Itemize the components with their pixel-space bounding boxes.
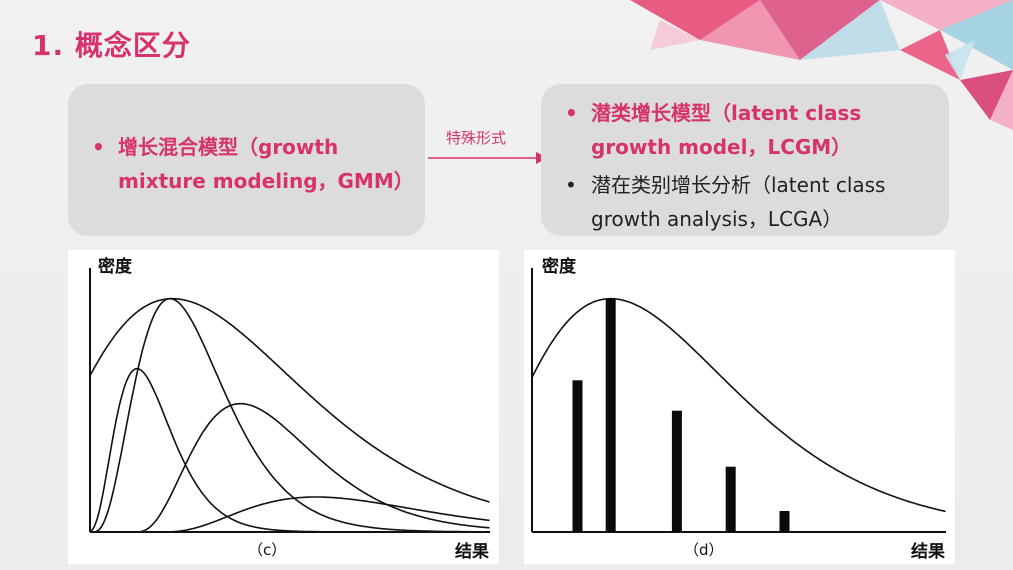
- bullet-lcgm: • 潜类增长模型（latent class growth model，LCGM）: [565, 96, 939, 164]
- y-axis-label: 密度: [542, 257, 576, 277]
- y-axis-label: 密度: [98, 257, 132, 277]
- component-curve-1: [89, 367, 490, 533]
- bar-5: [779, 511, 790, 532]
- x-axis-label: 结果: [911, 542, 945, 562]
- bar-2: [605, 298, 616, 532]
- bar-3: [671, 410, 682, 532]
- bullet-lcga: • 潜在类别增长分析（latent class growth analysis，…: [565, 168, 939, 236]
- chart-caption: （c）: [248, 541, 287, 559]
- chart-d-svg: [531, 268, 946, 533]
- chart-c-svg: [89, 268, 490, 533]
- slide-title: 1. 概念区分: [32, 29, 191, 62]
- chart-latent-class-bars: 密度 （d） 结果: [524, 250, 955, 564]
- bar-1: [572, 380, 583, 532]
- lcgm-box: • 潜类增长模型（latent class growth model，LCGM）…: [541, 84, 949, 236]
- arrow-label: 特殊形式: [446, 129, 507, 147]
- component-curve-2: [90, 297, 490, 533]
- envelope-curve: [89, 297, 490, 503]
- envelope-curve: [531, 297, 946, 513]
- bullet-gmm-text: 增长混合模型（growth mixture modeling，GMM）: [118, 135, 414, 193]
- component-curve-4: [90, 496, 490, 533]
- gmm-box: • 增长混合模型（growth mixture modeling，GMM）: [68, 84, 425, 236]
- bullet-gmm: • 增长混合模型（growth mixture modeling，GMM）: [92, 130, 414, 198]
- bullet-lcga-text: 潜在类别增长分析（latent class growth analysis，LC…: [591, 173, 886, 231]
- component-curve-3: [90, 402, 490, 533]
- x-axis-label: 结果: [455, 542, 489, 562]
- bar-4: [725, 466, 736, 532]
- bullet-dot: •: [565, 101, 578, 125]
- chart-caption: （d）: [684, 541, 724, 559]
- right-arrow-icon: [428, 152, 548, 164]
- bullet-lcgm-text: 潜类增长模型（latent class growth model，LCGM）: [591, 101, 862, 159]
- bullet-dot: •: [92, 135, 105, 159]
- bullet-dot: •: [565, 173, 577, 197]
- chart-mixture-densities: 密度 （c） 结果: [68, 250, 499, 564]
